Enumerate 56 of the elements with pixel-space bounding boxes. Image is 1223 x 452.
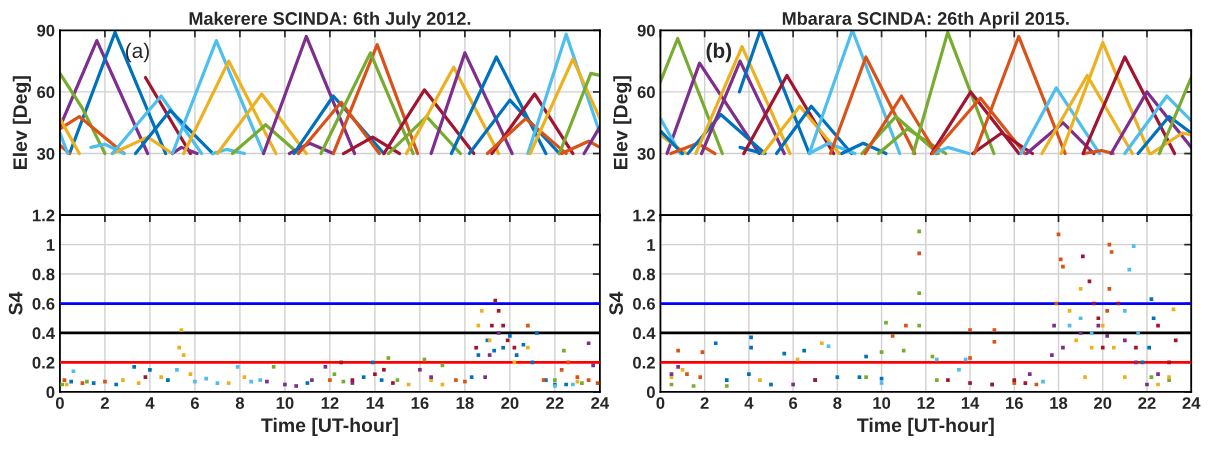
x-tick-label: 24	[591, 397, 610, 409]
y-tick-label: 30	[36, 147, 55, 160]
x-tick-label: 0	[656, 397, 665, 409]
x-tick-label: 8	[235, 397, 245, 409]
y-tick-label: 0.2	[32, 356, 55, 369]
x-axis-title: Time [UT-hour]	[857, 417, 994, 436]
x-axis-title: Time [UT-hour]	[261, 417, 398, 436]
y-axis-title: S4	[8, 291, 23, 315]
x-tick-label: 2	[100, 397, 109, 409]
y-tick-label: 90	[637, 24, 655, 37]
y-axis-title: Elev [Deg]	[613, 76, 632, 169]
y-tick-label: 0.6	[32, 297, 55, 310]
x-tick-label: 22	[1138, 397, 1156, 409]
chart-title: Makerere SCINDA: 6th July 2012.	[189, 11, 471, 29]
x-tick-label: 20	[501, 397, 519, 409]
x-tick-label: 4	[145, 397, 155, 409]
y-tick-label: 1.2	[633, 209, 655, 222]
y-tick-label: 60	[637, 86, 655, 99]
y-tick-label: 1.2	[32, 209, 55, 222]
y-tick-label: 60	[37, 86, 55, 99]
y-tick-label: 0	[46, 386, 55, 399]
x-tick-label: 18	[456, 397, 474, 409]
y-tick-label: 0.8	[633, 268, 656, 281]
y-tick-label: 0.4	[633, 327, 656, 340]
x-tick-label: 10	[873, 397, 891, 409]
y-axis-title: Elev [Deg]	[12, 76, 31, 169]
x-tick-label: 12	[321, 397, 339, 409]
x-tick-label: 6	[789, 397, 798, 409]
x-tick-label: 0	[55, 397, 64, 409]
x-tick-label: 4	[744, 397, 754, 409]
x-tick-label: 14	[366, 397, 385, 409]
x-tick-label: 20	[1094, 397, 1112, 409]
x-tick-label: 12	[917, 397, 935, 409]
x-tick-label: 16	[1006, 397, 1023, 409]
y-tick-label: 30	[637, 147, 655, 160]
annotation: (b)	[706, 42, 732, 63]
y-tick-label: 1	[647, 239, 656, 251]
y-tick-label: 0	[646, 386, 655, 399]
x-tick-label: 16	[411, 397, 429, 409]
y-tick-label: 0.4	[32, 327, 55, 340]
x-tick-label: 8	[833, 397, 842, 409]
y-tick-label: 0.8	[32, 268, 55, 281]
y-tick-label: 0.2	[633, 356, 655, 369]
x-tick-label: 22	[546, 397, 564, 409]
x-tick-label: 14	[961, 397, 980, 409]
x-tick-label: 10	[276, 397, 294, 409]
y-tick-label: 1	[46, 239, 55, 251]
x-tick-label: 18	[1050, 397, 1068, 409]
x-tick-label: 6	[190, 397, 199, 409]
chart-title: Mbarara SCINDA: 26th April 2015.	[782, 11, 1069, 29]
y-tick-label: 0.6	[633, 297, 655, 310]
x-tick-label: 24	[1182, 397, 1201, 409]
y-axis-title: S4	[609, 291, 623, 315]
y-tick-label: 90	[37, 24, 55, 37]
annotation: (a)	[126, 42, 149, 63]
x-tick-label: 2	[700, 397, 709, 409]
